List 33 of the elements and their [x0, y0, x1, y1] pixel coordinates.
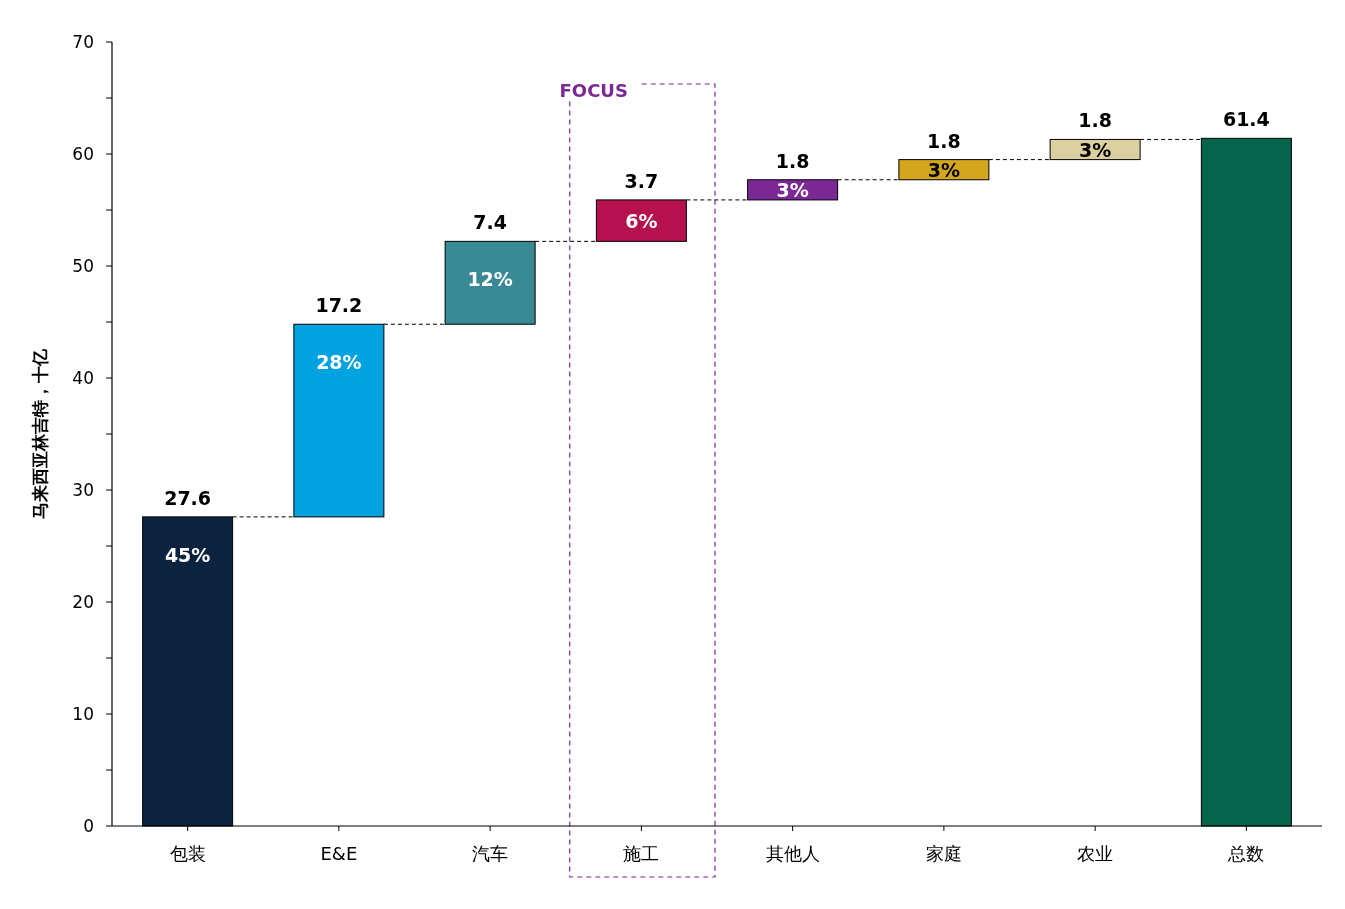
- data-label: 17.2: [315, 294, 363, 317]
- x-tick-label: 总数: [1227, 843, 1265, 864]
- x-tick-label: 汽车: [472, 843, 509, 864]
- annotation: 6%: [625, 209, 658, 232]
- x-tick-label: 施工: [623, 843, 660, 864]
- y-tick-label: 40: [72, 368, 94, 388]
- x-tick-label: 家庭: [925, 843, 962, 864]
- x-tick-label: E&E: [320, 843, 358, 864]
- y-tick-label: 20: [72, 592, 94, 612]
- data-label: 3.7: [624, 169, 659, 192]
- annotation: 3%: [776, 178, 809, 201]
- y-tick-label: 70: [72, 32, 94, 52]
- annotation: 28%: [316, 351, 362, 374]
- y-tick-label: 10: [72, 704, 94, 724]
- y-tick-label: 50: [72, 256, 94, 276]
- annotation: FOCUS: [559, 80, 628, 101]
- annotation: 12%: [467, 268, 513, 291]
- y-axis-title: 马来西亚林吉特，十亿: [30, 348, 50, 519]
- data-label: 7.4: [473, 211, 507, 234]
- annotation: 45%: [164, 543, 211, 566]
- data-label: 1.8: [775, 149, 810, 172]
- y-tick-label: 0: [83, 816, 94, 836]
- data-label: 1.8: [927, 129, 961, 152]
- annotation: 3%: [927, 158, 961, 181]
- data-label: 27.6: [164, 486, 212, 509]
- annotation: 3%: [1078, 138, 1112, 161]
- data-label: 1.8: [1078, 109, 1112, 132]
- data-label: 61.4: [1222, 108, 1270, 131]
- x-tick-label: 包装: [169, 843, 206, 864]
- x-tick-label: 农业: [1077, 843, 1114, 864]
- y-tick-label: 60: [72, 144, 94, 164]
- x-tick-label: 其他人: [765, 843, 820, 864]
- y-tick-label: 30: [72, 480, 94, 500]
